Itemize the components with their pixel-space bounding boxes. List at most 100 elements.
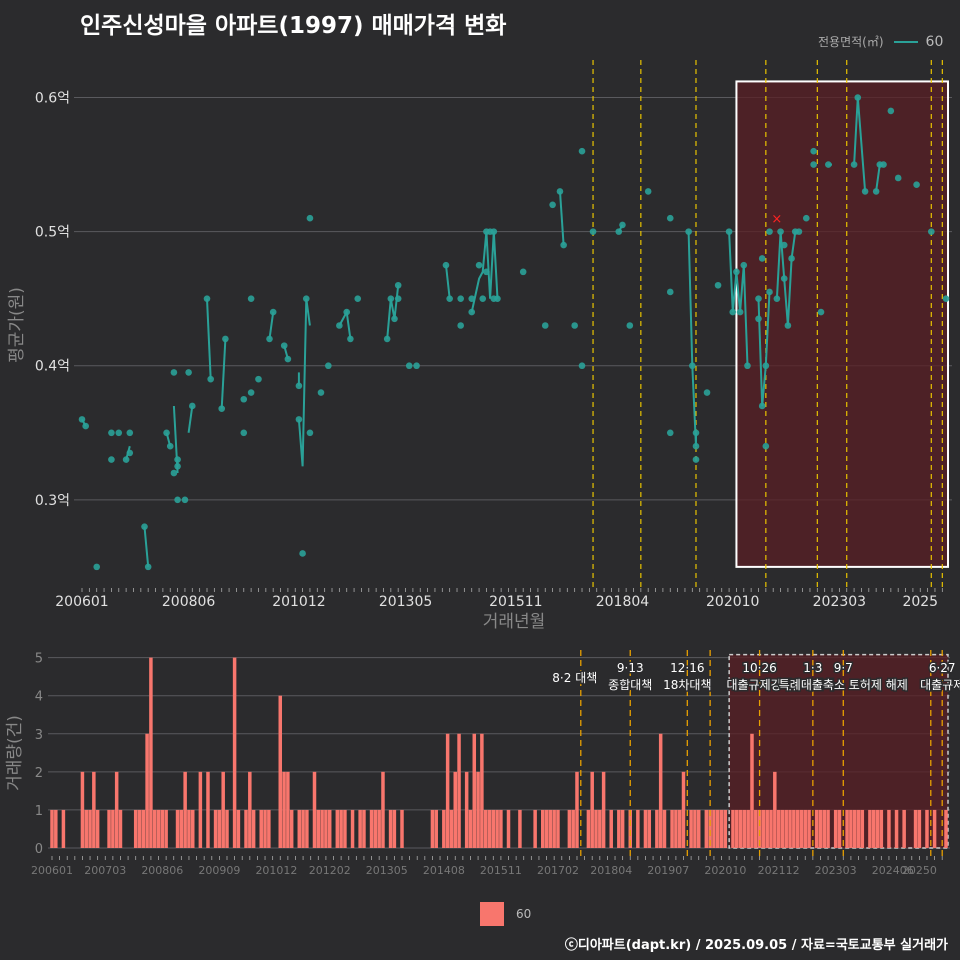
data-point — [115, 429, 123, 437]
volume-bar — [719, 809, 724, 848]
volume-bar — [540, 809, 545, 848]
policy-label: 특례대출축소 토허제 해제 — [779, 678, 908, 692]
data-point — [560, 241, 567, 249]
bottom-ytick-label: 5 — [35, 652, 43, 667]
volume-bar — [164, 809, 168, 848]
data-point — [685, 228, 692, 235]
volume-bar — [871, 809, 876, 848]
data-point — [758, 402, 766, 410]
volume-bar — [335, 809, 340, 848]
volume-bar — [248, 771, 252, 848]
volume-bar — [757, 809, 762, 848]
data-point — [93, 563, 101, 571]
volume-bar — [480, 733, 484, 848]
data-point — [692, 442, 700, 450]
data-point — [166, 442, 174, 450]
volume-bar — [693, 809, 697, 848]
bottom-xtick-label: 200703 — [84, 864, 126, 877]
data-point — [740, 261, 748, 269]
data-point — [887, 107, 895, 115]
volume-bar — [362, 809, 366, 848]
data-point — [692, 429, 700, 437]
data-point — [284, 355, 292, 363]
volume-bar — [95, 809, 100, 848]
data-point — [571, 322, 578, 329]
volume-bar — [499, 809, 503, 848]
volume-bar — [434, 809, 438, 848]
data-point — [692, 456, 700, 463]
data-point — [163, 429, 170, 437]
data-point — [446, 295, 453, 302]
volume-bar — [114, 771, 119, 848]
volume-bar — [198, 771, 203, 848]
bottom-ytick-label: 1 — [35, 804, 43, 819]
volume-bar — [913, 809, 918, 848]
data-point — [619, 221, 626, 229]
data-point — [442, 261, 450, 269]
policy-label: 8·2 대책 — [552, 670, 597, 685]
legend-title: 전용면적(㎡) — [818, 35, 884, 49]
volume-bar — [571, 809, 575, 848]
volume-bar — [84, 809, 88, 848]
data-point — [766, 288, 773, 296]
top-xtick-label: 202303 — [813, 594, 866, 610]
volume-bar — [780, 809, 785, 848]
volume-bar — [453, 771, 458, 848]
data-point — [589, 228, 597, 235]
data-point — [336, 322, 343, 329]
series-line-segment — [268, 311, 275, 340]
volume-bar — [723, 809, 728, 848]
volume-bar — [487, 809, 492, 848]
volume-bar — [746, 809, 750, 848]
volume-bar — [80, 771, 85, 848]
data-point — [174, 463, 181, 470]
data-point — [483, 268, 490, 276]
volume-bar — [476, 771, 480, 848]
bottom-xtick-label: 202406 — [872, 864, 914, 877]
volume-bar — [868, 809, 872, 848]
top-xtick-label: 201305 — [379, 594, 432, 610]
volume-bar — [575, 771, 579, 848]
volume-bar — [343, 809, 347, 848]
data-point — [736, 308, 744, 316]
bottom-xtick-label: 202303 — [815, 864, 857, 877]
data-point — [729, 308, 737, 316]
bottom-ytick-label: 3 — [35, 728, 43, 743]
data-point — [269, 308, 277, 316]
volume-bar — [643, 809, 648, 848]
volume-bar — [217, 809, 222, 848]
data-point — [894, 174, 902, 182]
data-point — [468, 295, 476, 302]
volume-bar — [320, 809, 324, 848]
series-line-segment — [559, 191, 565, 246]
data-point — [457, 322, 464, 329]
volume-bar — [191, 809, 195, 848]
volume-bar — [662, 809, 667, 848]
volume-bar — [187, 809, 191, 848]
data-point — [122, 456, 130, 463]
data-point — [780, 275, 788, 282]
volume-bar — [358, 809, 362, 848]
volume-bar — [932, 809, 937, 848]
data-point — [766, 228, 773, 235]
legend-value: 60 — [925, 33, 944, 50]
legend-bar-swatch — [480, 902, 504, 926]
bottom-xtick-label: 202010 — [704, 864, 746, 877]
volume-bar — [206, 771, 210, 848]
volume-bar — [50, 809, 54, 848]
volume-bar — [61, 809, 66, 848]
data-point — [854, 94, 862, 101]
data-point — [817, 308, 825, 316]
data-point — [255, 375, 262, 383]
series-line-segment — [187, 405, 194, 433]
data-point — [942, 295, 950, 302]
data-point — [82, 422, 89, 430]
volume-bar — [818, 809, 823, 848]
data-point — [755, 315, 762, 323]
bottom-ytick-label: 2 — [35, 766, 43, 781]
bottom-xtick-label: 201907 — [647, 864, 689, 877]
data-point — [247, 389, 255, 396]
legend-bottom: 60 — [480, 902, 531, 926]
data-point — [733, 268, 740, 276]
data-point — [299, 550, 306, 557]
